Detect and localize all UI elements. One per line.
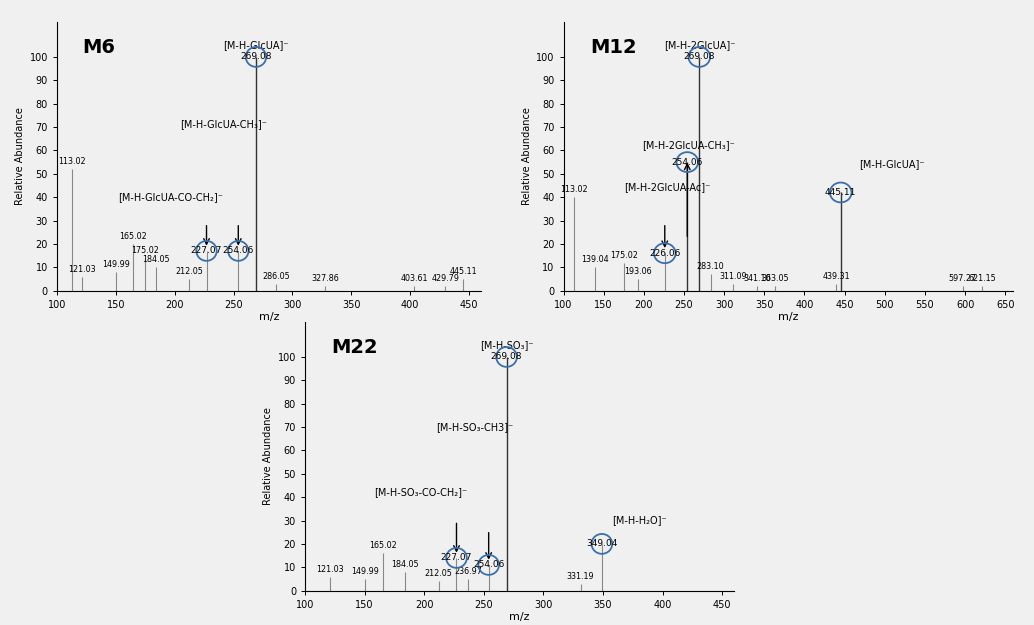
Text: 175.02: 175.02	[610, 251, 638, 260]
Text: 269.08: 269.08	[683, 52, 716, 61]
Text: 269.08: 269.08	[240, 52, 272, 61]
Text: 175.02: 175.02	[131, 246, 159, 255]
Y-axis label: Relative Abundance: Relative Abundance	[264, 408, 273, 505]
Text: 184.05: 184.05	[142, 256, 170, 264]
Text: 227.07: 227.07	[440, 553, 473, 562]
Text: [M-H-SO₃]⁻: [M-H-SO₃]⁻	[480, 340, 534, 350]
Text: 212.05: 212.05	[175, 267, 203, 276]
Text: 269.08: 269.08	[491, 352, 522, 361]
Text: 236.97: 236.97	[454, 567, 482, 576]
Text: 429.79: 429.79	[431, 274, 459, 283]
Text: 227.07: 227.07	[191, 246, 222, 256]
Text: 283.10: 283.10	[697, 262, 725, 271]
Text: 445.11: 445.11	[825, 188, 856, 197]
Text: [M-H-2GlcUA-CH₃]⁻: [M-H-2GlcUA-CH₃]⁻	[642, 141, 735, 151]
Text: 165.02: 165.02	[369, 541, 396, 551]
Text: 121.03: 121.03	[68, 265, 95, 274]
Text: [M-H-GlcUA-CH₃]⁻: [M-H-GlcUA-CH₃]⁻	[181, 119, 268, 129]
Text: 254.06: 254.06	[473, 561, 505, 569]
X-axis label: m/z: m/z	[779, 312, 798, 322]
Text: [M-H-GlcUA]⁻: [M-H-GlcUA]⁻	[223, 40, 288, 50]
Text: 327.86: 327.86	[311, 274, 339, 283]
Text: 226.06: 226.06	[649, 249, 680, 258]
Y-axis label: Relative Abundance: Relative Abundance	[16, 107, 25, 205]
Text: M12: M12	[590, 38, 637, 57]
Text: 403.61: 403.61	[400, 274, 428, 283]
Text: 331.19: 331.19	[567, 572, 595, 581]
Text: M6: M6	[83, 38, 116, 57]
Text: 254.06: 254.06	[671, 158, 703, 167]
Text: [M-H-2GlcUA]⁻: [M-H-2GlcUA]⁻	[664, 40, 735, 50]
Text: [M-H-2GlcUA-Ac]⁻: [M-H-2GlcUA-Ac]⁻	[624, 182, 710, 192]
Text: 349.04: 349.04	[586, 539, 617, 548]
Text: 286.05: 286.05	[262, 272, 290, 281]
Text: 193.06: 193.06	[625, 267, 652, 276]
Text: 113.02: 113.02	[58, 158, 86, 166]
Text: 445.11: 445.11	[450, 267, 477, 276]
Text: 165.02: 165.02	[120, 232, 147, 241]
Text: 254.06: 254.06	[222, 246, 254, 256]
X-axis label: m/z: m/z	[258, 312, 279, 322]
X-axis label: m/z: m/z	[510, 612, 529, 622]
Y-axis label: Relative Abundance: Relative Abundance	[522, 107, 531, 205]
Text: 184.05: 184.05	[392, 560, 419, 569]
Text: 139.04: 139.04	[581, 256, 609, 264]
Text: 149.99: 149.99	[101, 260, 129, 269]
Text: [M-H-SO₃-CH3]⁻: [M-H-SO₃-CH3]⁻	[436, 422, 514, 432]
Text: [M-H-SO₃-CO-CH₂]⁻: [M-H-SO₃-CO-CH₂]⁻	[374, 487, 467, 497]
Text: [M-H-H₂O]⁻: [M-H-H₂O]⁻	[612, 515, 667, 525]
Text: 363.05: 363.05	[761, 274, 789, 283]
Text: 597.27: 597.27	[949, 274, 977, 283]
Text: 149.99: 149.99	[351, 567, 378, 576]
Text: [M-H-GlcUA-CO-CH₂]⁻: [M-H-GlcUA-CO-CH₂]⁻	[118, 192, 223, 202]
Text: 621.15: 621.15	[968, 274, 996, 283]
Text: 212.05: 212.05	[425, 569, 453, 579]
Text: 341.10: 341.10	[743, 274, 771, 283]
Text: 439.31: 439.31	[822, 272, 850, 281]
Text: 113.02: 113.02	[560, 186, 587, 194]
Text: 311.09: 311.09	[720, 272, 747, 281]
Text: 121.03: 121.03	[316, 565, 344, 574]
Text: M22: M22	[331, 338, 377, 357]
Text: [M-H-GlcUA]⁻: [M-H-GlcUA]⁻	[859, 159, 924, 169]
